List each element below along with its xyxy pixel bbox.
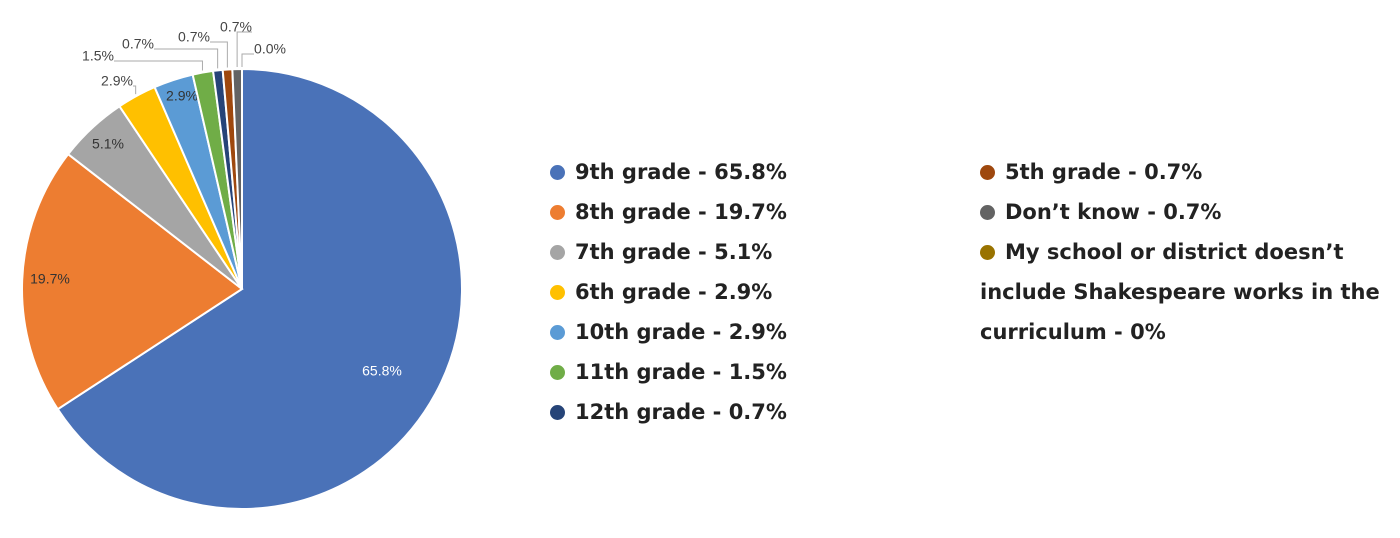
legend-swatch <box>550 285 565 300</box>
slice-label: 5.1% <box>92 136 124 152</box>
legend: 5th grade - 0.7% Don’t know - 0.7% My scho… <box>980 152 1380 352</box>
legend-label: 6th grade - 2.9% <box>575 280 773 304</box>
pie-slice <box>21 152 244 411</box>
legend-item: 7th grade - 5.1% <box>550 232 787 272</box>
legend-label: 10th grade - 2.9% <box>575 320 787 344</box>
slice-label: 0.7% <box>220 19 252 35</box>
legend-label: 8th grade - 19.7% <box>575 200 787 224</box>
chart: 65.8%19.7%5.1%2.9%2.9%1.5%0.7% 0.7%0.7%0.… <box>21 19 463 510</box>
legend-label: 12th grade - 0.7% <box>575 400 787 424</box>
slice-label: 2.9% <box>101 73 133 89</box>
legend-swatch <box>980 165 995 180</box>
slice-label: 0.7% <box>122 36 154 52</box>
legend-label: 11th grade - 1.5% <box>575 360 787 384</box>
legend-swatch <box>550 325 565 340</box>
slice-label: 0.0% <box>254 41 286 57</box>
legend-swatch <box>980 245 995 260</box>
slice-label: 1.5% <box>82 48 114 64</box>
legend-swatch <box>550 245 565 260</box>
legend-item: 5th grade - 0.7% <box>980 152 1380 192</box>
legend-item: Don’t know - 0.7% <box>980 192 1380 232</box>
pie-slice <box>56 67 463 510</box>
slice-label: 65.8% <box>362 363 402 379</box>
leader-line <box>114 60 203 71</box>
legend-item: 11th grade - 1.5% <box>550 352 787 392</box>
slice-label: 0.7% <box>178 29 210 45</box>
leader-line <box>154 48 219 69</box>
slice-label: 19.7% <box>30 271 70 287</box>
legend-label: 5th grade - 0.7% <box>1005 160 1203 184</box>
legend-item: 9th grade - 65.8% <box>550 152 787 192</box>
legend-item: 12th grade - 0.7% <box>550 392 787 432</box>
legend-label: 9th grade - 65.8% <box>575 160 787 184</box>
legend-item: 6th grade - 2.9% <box>550 272 787 312</box>
leader-line <box>133 85 137 95</box>
leader-line <box>241 53 254 67</box>
legend-swatch <box>980 205 995 220</box>
legend-item: 10th grade - 2.9% <box>550 312 787 352</box>
legend-swatch <box>550 205 565 220</box>
legend-item: 8th grade - 19.7% <box>550 192 787 232</box>
legend-label: My school or district doesn’t include Sh… <box>980 240 1380 344</box>
legend-label: 7th grade - 5.1% <box>575 240 773 264</box>
leader-line <box>210 41 228 68</box>
legend-label: Don’t know - 0.7% <box>1005 200 1222 224</box>
legend-swatch <box>550 165 565 180</box>
legend: 9th grade - 65.8% 8th grade - 19.7% 7th gr… <box>550 152 787 432</box>
slice-label: 2.9% <box>166 88 198 104</box>
leader-line <box>236 31 252 68</box>
legend-swatch <box>550 365 565 380</box>
legend-swatch <box>550 405 565 420</box>
legend-item: My school or district doesn’t include Sh… <box>980 232 1380 352</box>
